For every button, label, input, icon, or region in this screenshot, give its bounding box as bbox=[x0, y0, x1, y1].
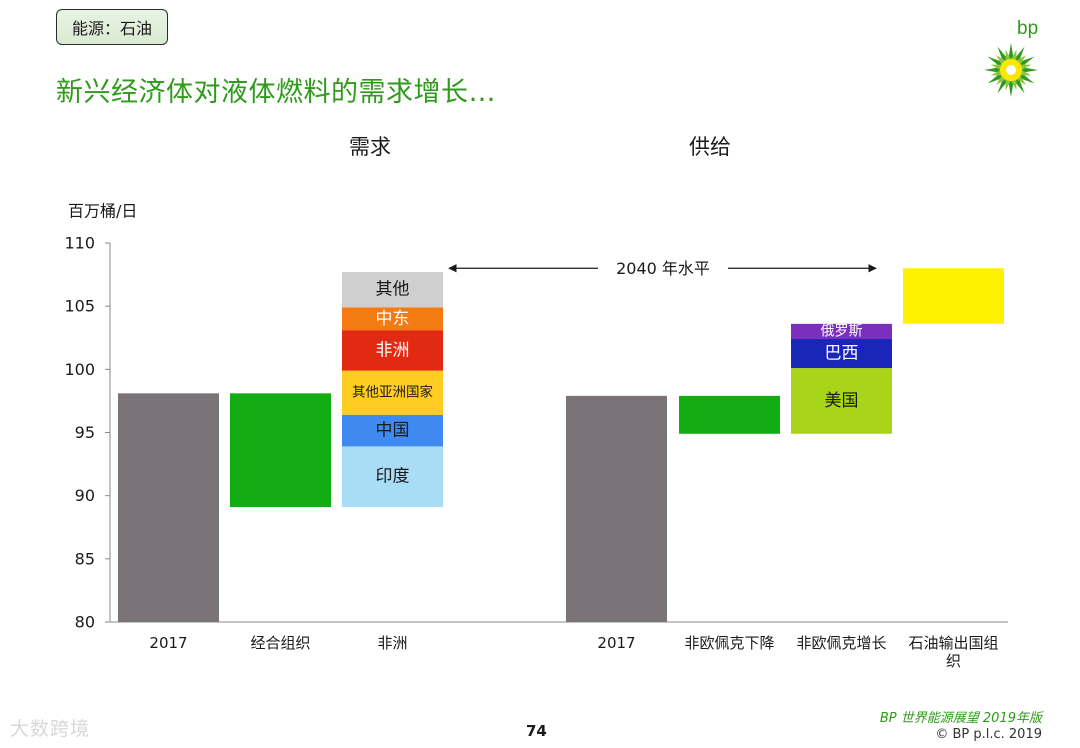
panel-title-demand: 需求 bbox=[349, 135, 391, 159]
x-tick-label: 2017 bbox=[597, 634, 635, 652]
x-tick-label: 非洲 bbox=[377, 634, 407, 652]
annotation-label: 2040 年水平 bbox=[616, 259, 710, 278]
bar-segment bbox=[791, 368, 892, 434]
bar-segment bbox=[342, 272, 443, 308]
y-tick-label: 85 bbox=[75, 549, 95, 568]
bar bbox=[566, 395, 667, 622]
bar bbox=[230, 393, 331, 508]
bar-segment bbox=[342, 330, 443, 371]
section-tag: 能源：石油 bbox=[56, 9, 168, 45]
y-tick-label: 105 bbox=[64, 297, 95, 316]
bp-logo-text: bp bbox=[1017, 18, 1039, 39]
bar-segment bbox=[342, 307, 443, 331]
page-number: 74 bbox=[526, 722, 547, 740]
y-tick-label: 95 bbox=[75, 423, 95, 442]
segment-label: 其他亚洲国家 bbox=[352, 384, 433, 401]
segment-label: 中东 bbox=[376, 309, 410, 329]
bar-segment bbox=[791, 339, 892, 369]
x-tick-label: 石油输出国组 bbox=[908, 634, 998, 652]
x-tick-label: 非欧佩克增长 bbox=[796, 634, 886, 652]
bar-segment bbox=[342, 370, 443, 415]
footer-copyright: © BP p.l.c. 2019 bbox=[935, 727, 1042, 742]
y-tick-label: 110 bbox=[64, 234, 95, 253]
watermark: 大数跨境 bbox=[10, 718, 91, 740]
panel-title-supply: 供给 bbox=[689, 135, 731, 159]
segment-label: 中国 bbox=[376, 421, 410, 441]
x-tick-label: 经合组织 bbox=[250, 634, 310, 652]
y-tick-label: 90 bbox=[75, 486, 95, 505]
x-tick-label: 2017 bbox=[149, 634, 187, 652]
bp-helios-logo-icon bbox=[984, 43, 1038, 97]
segment-label: 印度 bbox=[376, 467, 410, 487]
slide-title: 新兴经济体对液体燃料的需求增长… bbox=[56, 77, 496, 108]
segment-label: 非洲 bbox=[376, 340, 410, 360]
segment-label: 俄罗斯 bbox=[821, 323, 863, 339]
segment-label: 美国 bbox=[825, 391, 859, 411]
segment-label: 巴西 bbox=[825, 344, 859, 364]
bar-segment bbox=[342, 446, 443, 508]
y-tick-label: 80 bbox=[75, 613, 95, 632]
bar-segment bbox=[342, 414, 443, 447]
bar-segment bbox=[791, 323, 892, 340]
bar bbox=[118, 393, 219, 622]
y-axis-label: 百万桶/日 bbox=[68, 202, 137, 221]
x-tick-label: 织 bbox=[946, 652, 961, 670]
x-tick-label: 非欧佩克下降 bbox=[684, 634, 774, 652]
footer-brand: BP 世界能源展望 2019年版 bbox=[879, 711, 1042, 726]
y-tick-label: 100 bbox=[64, 360, 95, 379]
bar bbox=[679, 395, 780, 434]
segment-label: 其他 bbox=[376, 280, 410, 300]
bar bbox=[903, 268, 1004, 324]
